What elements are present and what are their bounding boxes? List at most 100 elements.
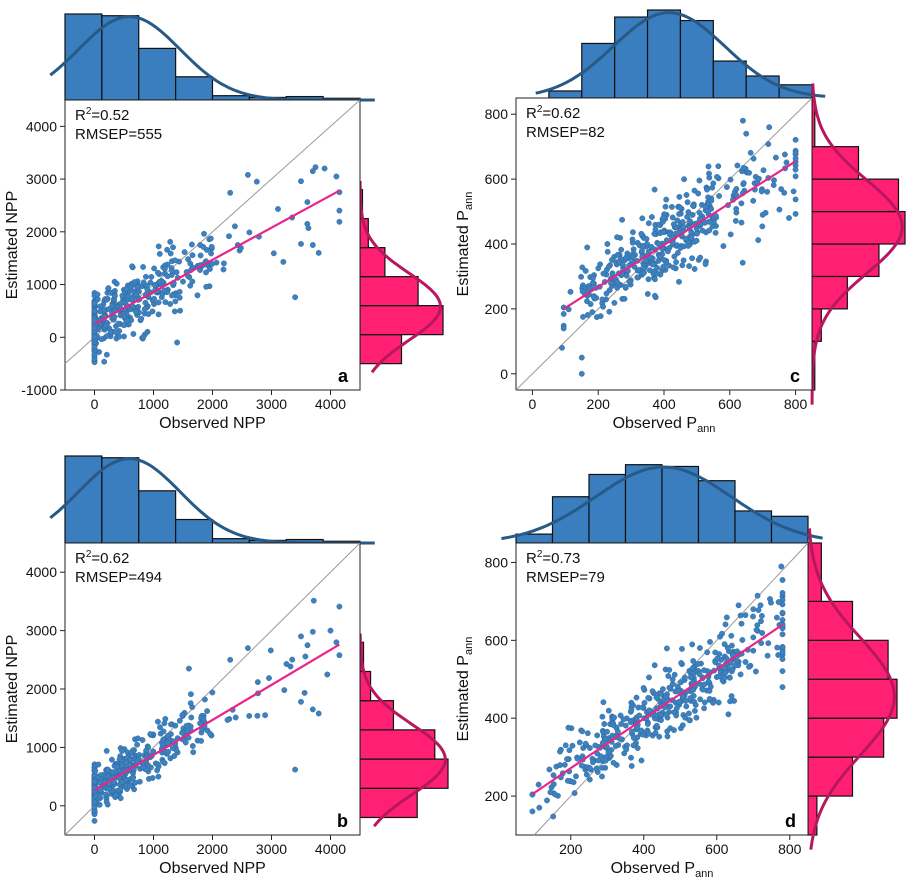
scatter-point: [628, 754, 634, 761]
scatter-point: [641, 265, 648, 272]
scatter-point: [336, 652, 343, 659]
scatter-point: [578, 370, 585, 377]
scatter-point: [656, 733, 663, 740]
scatter-point: [559, 344, 565, 351]
scatter-point: [91, 308, 98, 314]
scatter-point: [246, 229, 253, 236]
scatter-point: [779, 656, 786, 662]
scatter-point: [172, 298, 179, 305]
y-axis-label-sub: ann: [463, 192, 475, 210]
r2-superscript: 2: [86, 106, 92, 117]
scatter-point: [91, 344, 98, 351]
scatter-point: [660, 686, 666, 692]
scatter-point: [697, 696, 704, 703]
x-hist-bar: [734, 510, 773, 544]
scatter-point: [663, 693, 669, 700]
x-hist-bar: [211, 538, 250, 544]
scatter-point: [679, 219, 686, 225]
scatter-point: [779, 577, 786, 583]
scatter-point: [289, 656, 296, 663]
scatter-point: [740, 117, 746, 124]
scatter-point: [204, 708, 211, 714]
scatter-point: [535, 781, 542, 788]
scatter-point: [125, 293, 132, 299]
y-tick-label: 200: [485, 788, 509, 804]
scatter-point: [620, 716, 627, 723]
scatter-point: [600, 303, 606, 310]
scatter-point: [280, 258, 287, 265]
y-hist-bar: [811, 275, 848, 310]
scatter-point: [227, 656, 234, 663]
scatter-point: [766, 124, 773, 131]
scatter-point: [771, 177, 777, 184]
scatter-point: [315, 249, 322, 256]
r2-value: =0.62: [542, 105, 580, 122]
scatter-point: [691, 266, 698, 272]
scatter-point: [253, 178, 260, 185]
scatter-point: [758, 618, 764, 625]
scatter-point: [187, 691, 194, 698]
x-tick-label: 1000: [138, 841, 169, 857]
scatter-point: [590, 293, 597, 300]
x-axis-label: Observed Pann: [613, 415, 716, 435]
scatter-point: [305, 225, 312, 232]
x-hist-bar: [712, 60, 747, 99]
scatter-point: [722, 670, 729, 676]
scatter-point: [614, 279, 621, 286]
scatter-point: [705, 678, 712, 685]
scatter-point: [630, 229, 636, 236]
scatter-point: [677, 245, 684, 251]
scatter-point: [705, 208, 711, 215]
scatter-point: [674, 217, 681, 224]
scatter-point: [660, 214, 667, 221]
scatter-point: [170, 244, 176, 251]
scatter-point: [117, 795, 124, 802]
scatter-point: [691, 187, 698, 194]
scatter-point: [652, 292, 658, 299]
scatter-point: [732, 662, 739, 669]
x-tick-label: 4000: [315, 396, 346, 412]
scatter-point: [665, 673, 672, 679]
scatter-point: [770, 182, 777, 189]
y-tick-label: 4000: [26, 564, 57, 580]
scatter-point: [129, 263, 136, 270]
scatter-point: [671, 671, 678, 678]
scatter-point: [724, 644, 731, 651]
y-hist-bar: [807, 542, 822, 603]
scatter-point: [670, 221, 677, 228]
scatter-point: [750, 634, 757, 641]
scatter-point: [686, 263, 692, 269]
scatter-point: [275, 206, 281, 212]
scatter-point: [689, 665, 696, 671]
rmsep-annotation: RMSEP=494: [75, 569, 162, 586]
scatter-point: [633, 694, 640, 701]
scatter-point: [694, 661, 701, 667]
scatter-point: [779, 644, 786, 650]
scatter-point: [584, 244, 591, 251]
scatter-point: [682, 714, 689, 721]
scatter-point: [702, 261, 709, 267]
scatter-point: [336, 603, 343, 610]
scatter-point: [194, 292, 201, 299]
scatter-point: [679, 262, 686, 269]
scatter-point: [760, 167, 767, 174]
scatter-point: [747, 149, 754, 156]
scatter-point: [716, 193, 722, 199]
scatter-point: [775, 599, 782, 605]
scatter-point: [638, 230, 645, 237]
scatter-point: [336, 207, 343, 214]
scatter-point: [727, 231, 734, 238]
scatter-point: [579, 728, 586, 735]
scatter-point: [712, 229, 719, 236]
scatter-point: [560, 325, 567, 332]
scatter-point: [154, 718, 161, 725]
scatter-point: [681, 176, 687, 183]
scatter-point: [304, 199, 311, 206]
scatter-point: [593, 765, 600, 772]
scatter-point: [183, 722, 190, 729]
scatter-point: [790, 188, 797, 195]
scatter-point: [190, 749, 197, 756]
y-tick-label: 2000: [26, 224, 57, 240]
scatter-point: [719, 630, 725, 637]
scatter-point: [578, 762, 585, 769]
